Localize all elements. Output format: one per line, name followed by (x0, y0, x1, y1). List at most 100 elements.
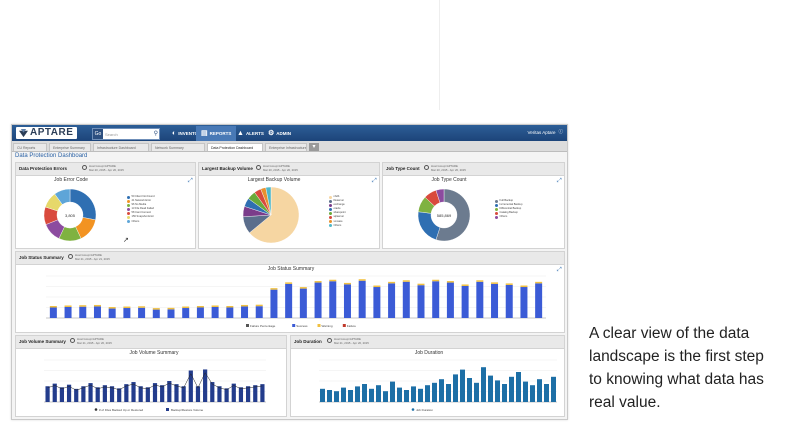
bar (81, 386, 86, 402)
clock-icon[interactable] (424, 165, 429, 170)
bar (79, 306, 87, 318)
legend-item[interactable]: Differential Backup (495, 207, 522, 211)
legend-swatch (292, 324, 296, 327)
legend-item[interactable]: 156 Snapshot Error (127, 215, 155, 220)
legend-item[interactable]: 50 Client Not Found (127, 195, 155, 199)
tab-data-protection-dashboard[interactable]: Data Protection Dashboard (207, 143, 263, 151)
add-tab-button[interactable]: ▾ (309, 143, 319, 151)
nav-alerts[interactable]: ▲ ALERTS (232, 126, 269, 141)
bar (327, 390, 332, 402)
clock-icon[interactable] (70, 338, 75, 343)
bar (348, 390, 353, 402)
tab-network-summary[interactable]: Network Summary (151, 143, 205, 151)
bar (182, 308, 190, 318)
legend-item[interactable]: Full Backup (495, 199, 522, 203)
legend-item[interactable]: oracle (329, 207, 346, 211)
user-menu[interactable]: Veritas Aptare ⓘ (527, 129, 563, 135)
bar (369, 388, 374, 402)
expand-icon[interactable]: ⤢ (557, 267, 562, 273)
panel-scope-group: Host Group=APTARE (334, 337, 361, 341)
legend-swatch (342, 324, 346, 327)
chart-legend: nbdb fileserver exchange oracle sharepoint sq… (329, 195, 346, 228)
legend-swatch (94, 408, 98, 411)
legend-swatch (495, 203, 498, 207)
tab-enterprise-summary[interactable]: Enterprise Summary (49, 143, 91, 151)
expand-icon[interactable]: ⤢ (188, 178, 193, 184)
tagline-line: landscape is the first step (589, 348, 764, 365)
legend-item[interactable]: Others (495, 215, 522, 219)
bar (117, 388, 122, 402)
legend-label: oracle (333, 207, 341, 211)
search-input[interactable]: Search (105, 131, 118, 137)
expand-icon[interactable]: ⤢ (557, 178, 562, 184)
legend-item[interactable]: sqlserver (329, 215, 346, 220)
expand-icon[interactable]: ⤢ (372, 178, 377, 184)
pie-slice (435, 188, 471, 242)
legend-item[interactable]: 58 Cant Connect (127, 211, 155, 215)
legend-item[interactable]: fileserver (329, 199, 346, 203)
legend-item[interactable]: Others (329, 224, 346, 228)
nav-reports[interactable]: ▤ REPORTS (196, 126, 237, 141)
panel-title: Job Volume Summary (19, 339, 66, 344)
legend-item[interactable]: 96 No Media (127, 203, 155, 207)
bar (453, 374, 458, 402)
search-icon[interactable]: ⚲ (153, 131, 158, 137)
search-box[interactable]: Go Search ⚲ (92, 128, 160, 140)
panel-scope-dates: Mar 20, 2015 - Apr 20, 2015 (431, 168, 466, 172)
chart-legend: 50 Client Not Found 41 Network Error 96 No… (127, 195, 155, 224)
legend-item[interactable]: vmware (329, 220, 346, 224)
clock-icon[interactable] (327, 338, 332, 343)
legend-label: Failure (347, 324, 357, 328)
warning-cap (196, 306, 204, 308)
bar (495, 380, 500, 402)
legend-swatch (329, 216, 332, 220)
bar (509, 376, 514, 402)
legend-label: Others (131, 219, 140, 223)
legend-item[interactable]: exchange (329, 203, 346, 207)
panel-scope-dates: Mar 21, 2015 - Apr 21, 2015 (75, 257, 110, 261)
tagline-line: real value. (589, 394, 661, 411)
legend-label: 13 File Read Failed (131, 207, 155, 211)
bar (476, 281, 484, 318)
panel-job-volume-summary: Job Volume Summary Host Group=APTARE Mar… (15, 335, 287, 417)
aptare-logo: APTARE (16, 127, 78, 139)
help-icon[interactable]: ⓘ (558, 129, 564, 134)
legend-item[interactable]: sharepoint (329, 211, 346, 215)
legend-item[interactable]: nbdb (329, 195, 346, 199)
clock-icon[interactable] (68, 254, 73, 259)
legend-label: 156 Snapshot Error (131, 215, 155, 219)
nav-admin[interactable]: ⚙ ADMIN (263, 126, 296, 141)
panel-scope: Host Group=APTARE Mar 21, 2015 - Apr 21,… (75, 253, 110, 261)
bar (488, 375, 493, 402)
bar (93, 306, 101, 318)
search-go-button[interactable]: Go (93, 129, 103, 139)
bar (523, 381, 528, 402)
nav-inventory[interactable]: ◐ INVENTORY (167, 126, 209, 141)
panel-scope-group: Host Group=APTARE (263, 164, 290, 168)
legend-swatch (329, 203, 332, 207)
job-error-donut: 3,805 (43, 188, 97, 242)
chart-title: Job Type Count (431, 177, 467, 183)
tab-infrastructure-dashboard[interactable]: Infrastructure Dashboard (93, 143, 149, 151)
warning-cap (343, 282, 351, 285)
bar (502, 384, 507, 402)
warning-cap (255, 304, 263, 307)
legend-item[interactable]: Others (127, 220, 155, 224)
legend-item[interactable]: 41 Network Error (127, 199, 155, 203)
clock-icon[interactable] (256, 165, 261, 170)
legend-item[interactable]: Catalog Backup (495, 211, 522, 215)
tab-enterprise-infrastructure[interactable]: Enterprise Infrastructure (265, 143, 307, 151)
pie-slice (435, 188, 445, 203)
bar (329, 281, 337, 318)
marketing-tagline: A clear view of the data landscape is th… (589, 322, 799, 414)
bar (404, 390, 409, 402)
legend-swatch (495, 215, 498, 219)
clock-icon[interactable] (82, 165, 87, 170)
legend-item[interactable]: Incremental Backup (495, 203, 522, 207)
bar (45, 386, 50, 402)
panel-job-type-count: Job Type Count Host Group=APTARE Mar 20,… (382, 162, 565, 249)
nav-admin-label: ADMIN (276, 131, 292, 136)
legend-item[interactable]: 13 File Read Failed (127, 207, 155, 211)
tab-cu-reports[interactable]: CU Reports (13, 143, 47, 151)
warning-cap (79, 305, 87, 307)
